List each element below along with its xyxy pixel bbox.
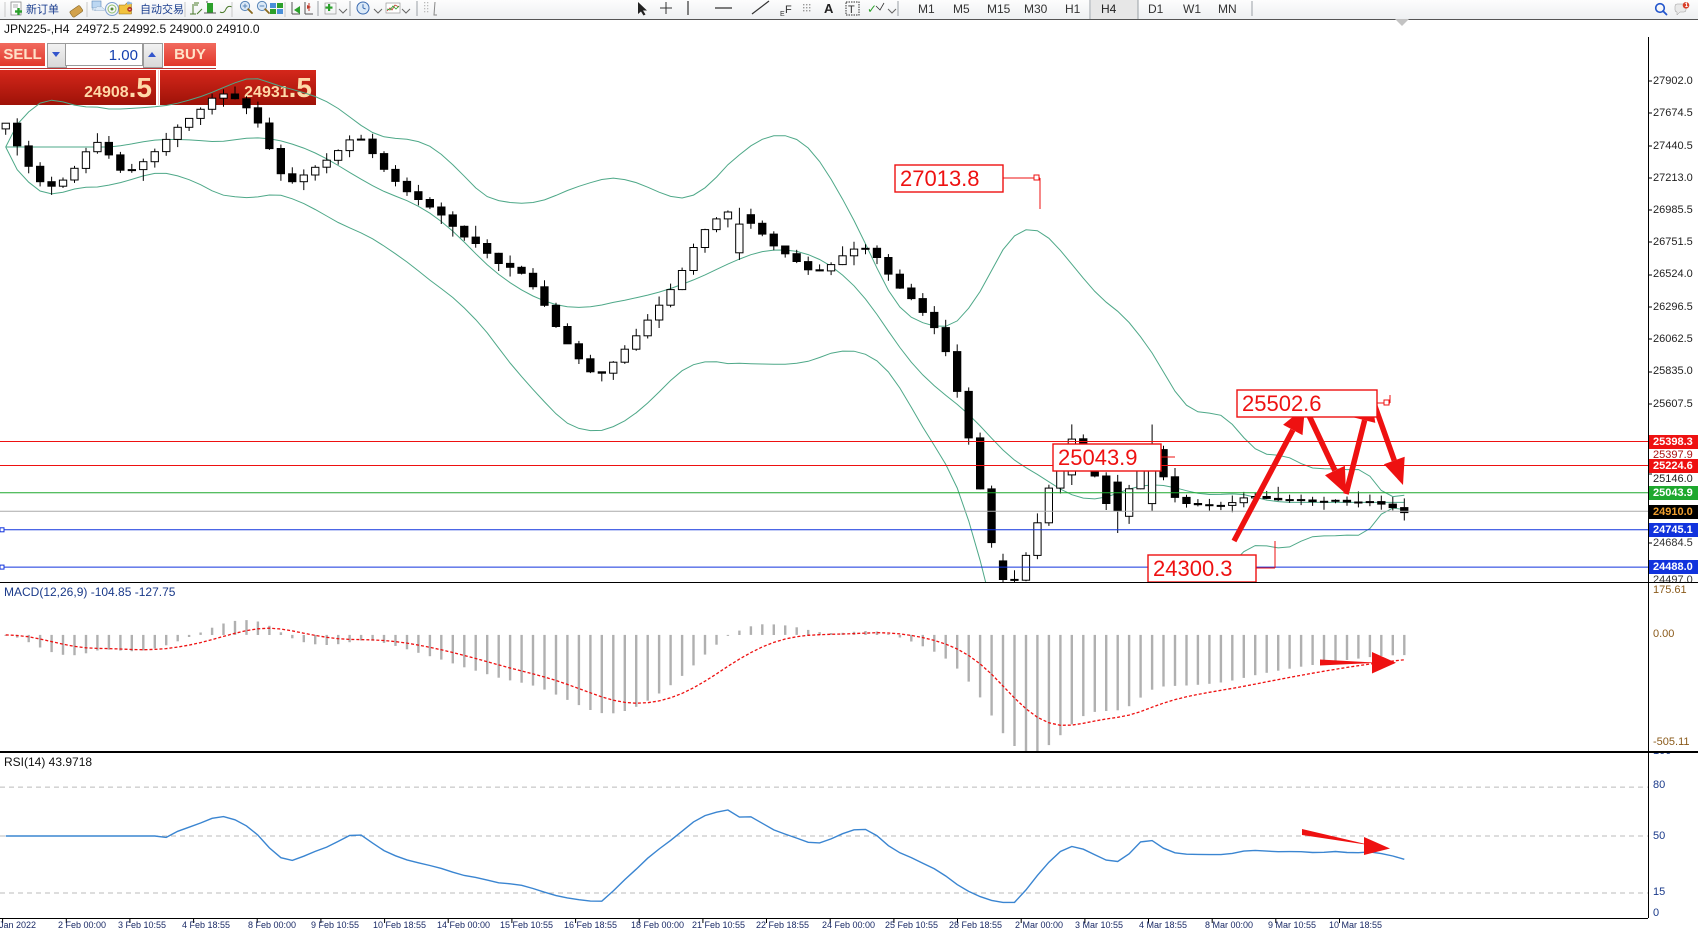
svg-text:W1: W1	[1183, 2, 1201, 16]
svg-text:MN: MN	[1218, 2, 1237, 16]
svg-text:E: E	[780, 11, 785, 18]
svg-text:自动交易: 自动交易	[140, 2, 184, 16]
svg-text:27013.8: 27013.8	[900, 166, 980, 191]
svg-text:H1: H1	[1065, 2, 1081, 16]
svg-text:25502.6: 25502.6	[1242, 391, 1322, 416]
svg-text:M5: M5	[953, 2, 970, 16]
svg-text:1: 1	[1685, 2, 1689, 9]
svg-text:✓: ✓	[867, 2, 877, 16]
svg-text:A: A	[824, 1, 834, 16]
svg-text:M30: M30	[1024, 2, 1048, 16]
svg-text:M1: M1	[918, 2, 935, 16]
svg-text:F: F	[785, 4, 792, 16]
svg-text:25043.9: 25043.9	[1058, 445, 1138, 470]
svg-text:H4: H4	[1101, 2, 1117, 16]
svg-text:新订单: 新订单	[26, 2, 59, 16]
svg-text:D1: D1	[1148, 2, 1164, 16]
svg-text:T: T	[848, 4, 855, 16]
svg-text:24300.3: 24300.3	[1153, 556, 1233, 581]
svg-text:M15: M15	[987, 2, 1011, 16]
